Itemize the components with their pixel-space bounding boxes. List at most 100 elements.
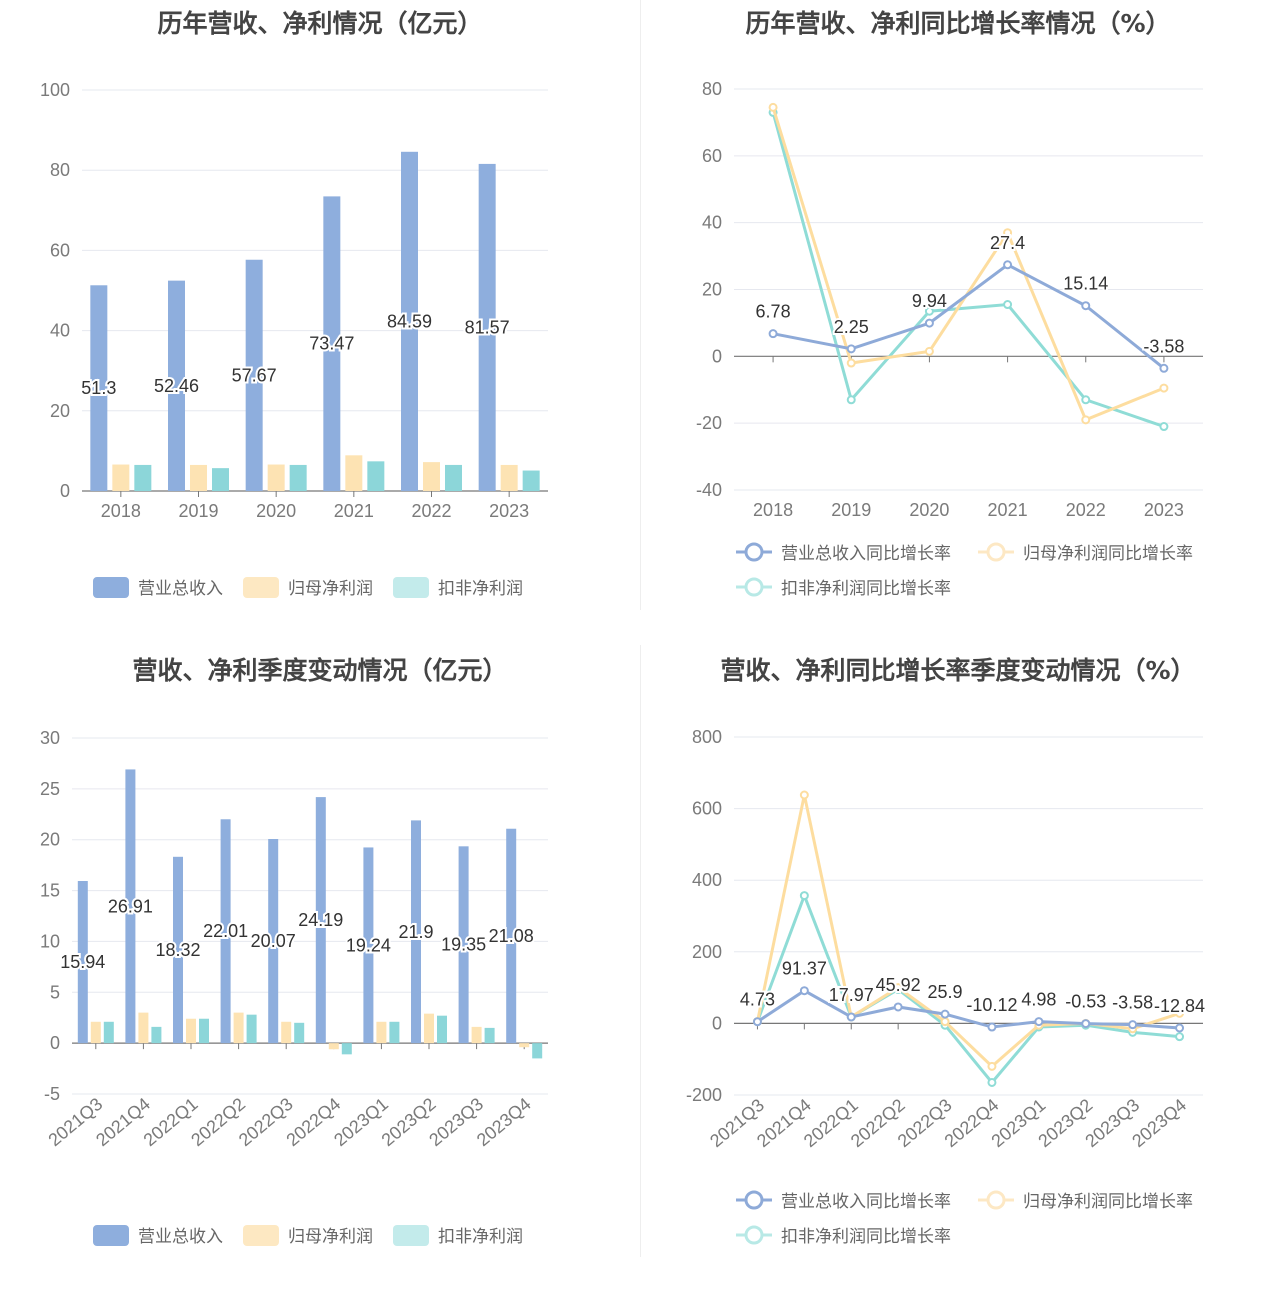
- legend-swatch: [243, 577, 279, 598]
- bar: [199, 1018, 209, 1044]
- series-line: [771, 111, 1165, 428]
- data-point: [1159, 422, 1169, 432]
- x-tick-label: 2022: [1066, 500, 1106, 520]
- y-tick-label: -40: [696, 480, 722, 500]
- bar: [437, 1015, 447, 1044]
- x-tick-label: 2020: [256, 501, 296, 521]
- data-label: 73.47: [309, 334, 354, 354]
- legend-label: 营业总收入同比增长率: [781, 1192, 951, 1212]
- y-tick-label: 40: [50, 321, 70, 341]
- data-point: [1159, 363, 1169, 373]
- legend-label: 归母净利润: [288, 579, 373, 599]
- data-point: [846, 395, 856, 405]
- data-point: [799, 790, 809, 800]
- bar: [522, 470, 540, 491]
- data-label: 45.92: [876, 975, 921, 995]
- bar: [294, 1022, 305, 1044]
- y-tick-label: 0: [712, 346, 722, 366]
- data-label: -0.53: [1065, 992, 1106, 1012]
- y-tick-label: 25: [40, 779, 60, 799]
- bar: [289, 464, 307, 491]
- data-label: 21.08: [489, 926, 534, 946]
- bar: [500, 464, 518, 491]
- bar: [458, 846, 469, 1044]
- bar: [168, 280, 185, 491]
- data-label: 15.14: [1063, 274, 1108, 294]
- legend-swatch: [243, 1225, 279, 1246]
- annual-amounts-panel: 历年营收、净利情况（亿元） 0 20 40 60 80 100 2018 2019 2020 20…: [0, 0, 640, 615]
- data-point: [987, 1061, 997, 1071]
- bar: [134, 464, 152, 491]
- y-tick-label: 20: [702, 280, 722, 300]
- data-point: [987, 1077, 997, 1087]
- bar: [90, 1021, 101, 1044]
- annual-growth-panel: 历年营收、净利同比增长率情况（%） -40 -20 0 20 40 60 80 2018 201…: [641, 0, 1275, 615]
- bar: [77, 881, 88, 1044]
- data-point: [768, 329, 778, 339]
- legend-marker: [986, 542, 1006, 562]
- y-tick-label: 0: [50, 1033, 60, 1053]
- data-point: [1081, 415, 1091, 425]
- y-tick-label: 10: [40, 931, 60, 951]
- data-point: [1081, 395, 1091, 405]
- series-line: [771, 106, 1165, 422]
- annual-growth-chart: -40 -20 0 20 40 60 80 2018 2019 2020 2021 2022 2023 6…: [696, 79, 1203, 599]
- quarterly-amounts-panel: 营收、净利季度变动情况（亿元） -5 0 5 10 15 20 25 30 2021Q3 2021…: [0, 645, 640, 1300]
- bar: [103, 1021, 114, 1044]
- data-label: 18.32: [155, 940, 200, 960]
- bar: [233, 1012, 244, 1044]
- data-point: [1081, 1019, 1091, 1029]
- legend-label: 归母净利润同比增长率: [1023, 544, 1193, 564]
- legend-label: 归母净利润: [288, 1227, 373, 1247]
- bar: [376, 1021, 387, 1044]
- data-label: 81.57: [465, 317, 510, 337]
- y-tick-label: 0: [712, 1013, 722, 1033]
- series-line: [772, 263, 1165, 370]
- bar: [125, 769, 136, 1044]
- data-point: [893, 983, 903, 993]
- data-point: [1175, 1008, 1185, 1018]
- legend-marker: [744, 577, 764, 597]
- legend-swatch: [393, 1225, 429, 1246]
- data-point: [846, 1012, 856, 1022]
- x-tick-label: 2021: [334, 501, 374, 521]
- chart-title: 历年营收、净利情况（亿元）: [157, 9, 483, 38]
- data-label: 24.19: [298, 910, 343, 930]
- bar: [323, 196, 341, 491]
- data-point: [1003, 228, 1013, 238]
- bar: [345, 455, 363, 491]
- bar: [363, 847, 374, 1044]
- bar: [478, 163, 496, 491]
- data-label: 4.73: [740, 990, 775, 1010]
- data-label: 51.3: [81, 378, 116, 398]
- x-tick-label: 2023Q4: [473, 1094, 535, 1150]
- data-label: -3.58: [1112, 993, 1153, 1013]
- bar: [411, 820, 421, 1044]
- legend-swatch: [93, 1225, 129, 1246]
- bar: [423, 462, 440, 491]
- data-point: [987, 1022, 997, 1032]
- y-tick-label: 60: [50, 240, 70, 260]
- legend-label: 扣非净利润: [438, 1227, 523, 1247]
- bar: [267, 464, 285, 491]
- bar: [90, 285, 108, 491]
- x-tick-label: 2018: [101, 501, 141, 521]
- data-point: [1159, 383, 1169, 393]
- chart-title: 营收、净利同比增长率季度变动情况（%）: [720, 656, 1196, 685]
- data-label: 17.97: [829, 985, 874, 1005]
- y-tick-label: -20: [696, 413, 722, 433]
- bar: [212, 468, 229, 491]
- bar: [138, 1012, 149, 1044]
- y-tick-label: -200: [686, 1085, 722, 1105]
- y-tick-label: 80: [50, 160, 70, 180]
- data-point: [924, 346, 934, 356]
- data-label: 57.67: [232, 365, 277, 385]
- data-label: 27.4: [990, 233, 1025, 253]
- data-label: -3.58: [1143, 336, 1184, 356]
- x-tick-label: 2021: [988, 500, 1028, 520]
- x-tick-label: 2023: [489, 501, 529, 521]
- bar: [424, 1013, 434, 1044]
- x-tick-label: 2023: [1144, 500, 1184, 520]
- data-point: [924, 306, 934, 316]
- x-tick-label: 2018: [753, 500, 793, 520]
